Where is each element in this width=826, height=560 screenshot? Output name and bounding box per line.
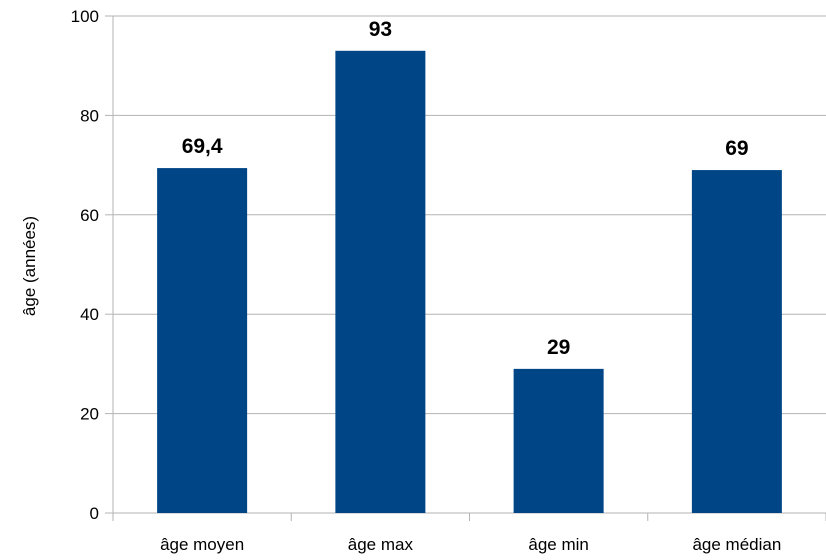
x-tick-labels: âge moyen âge max âge min âge médian [160, 535, 781, 554]
x-category-label: âge max [348, 535, 414, 554]
bar-3 [513, 368, 604, 513]
bar-2 [335, 50, 426, 513]
bar-value-label: 69,4 [182, 135, 223, 158]
y-tick-label: 60 [80, 206, 99, 225]
bar-value-label: 93 [369, 18, 392, 41]
y-tick-label: 80 [80, 106, 99, 125]
bar-1 [157, 168, 248, 513]
y-tick-label: 20 [80, 405, 99, 424]
x-category-label: âge min [528, 535, 588, 554]
bar-value-label: 69 [725, 137, 748, 160]
axes [105, 15, 826, 521]
bar-4 [691, 170, 782, 513]
y-tick-label: 100 [71, 7, 99, 26]
y-tick-label: 0 [90, 504, 99, 523]
bars [157, 50, 782, 513]
y-axis-title: âge (années) [20, 216, 39, 316]
y-tick-labels: 0 20 40 60 80 100 [71, 7, 99, 523]
data-labels: 69,4 93 29 69 [182, 18, 749, 359]
y-tick-label: 40 [80, 305, 99, 324]
x-category-label: âge moyen [160, 535, 244, 554]
x-category-label: âge médian [692, 535, 781, 554]
bar-value-label: 29 [547, 336, 570, 359]
